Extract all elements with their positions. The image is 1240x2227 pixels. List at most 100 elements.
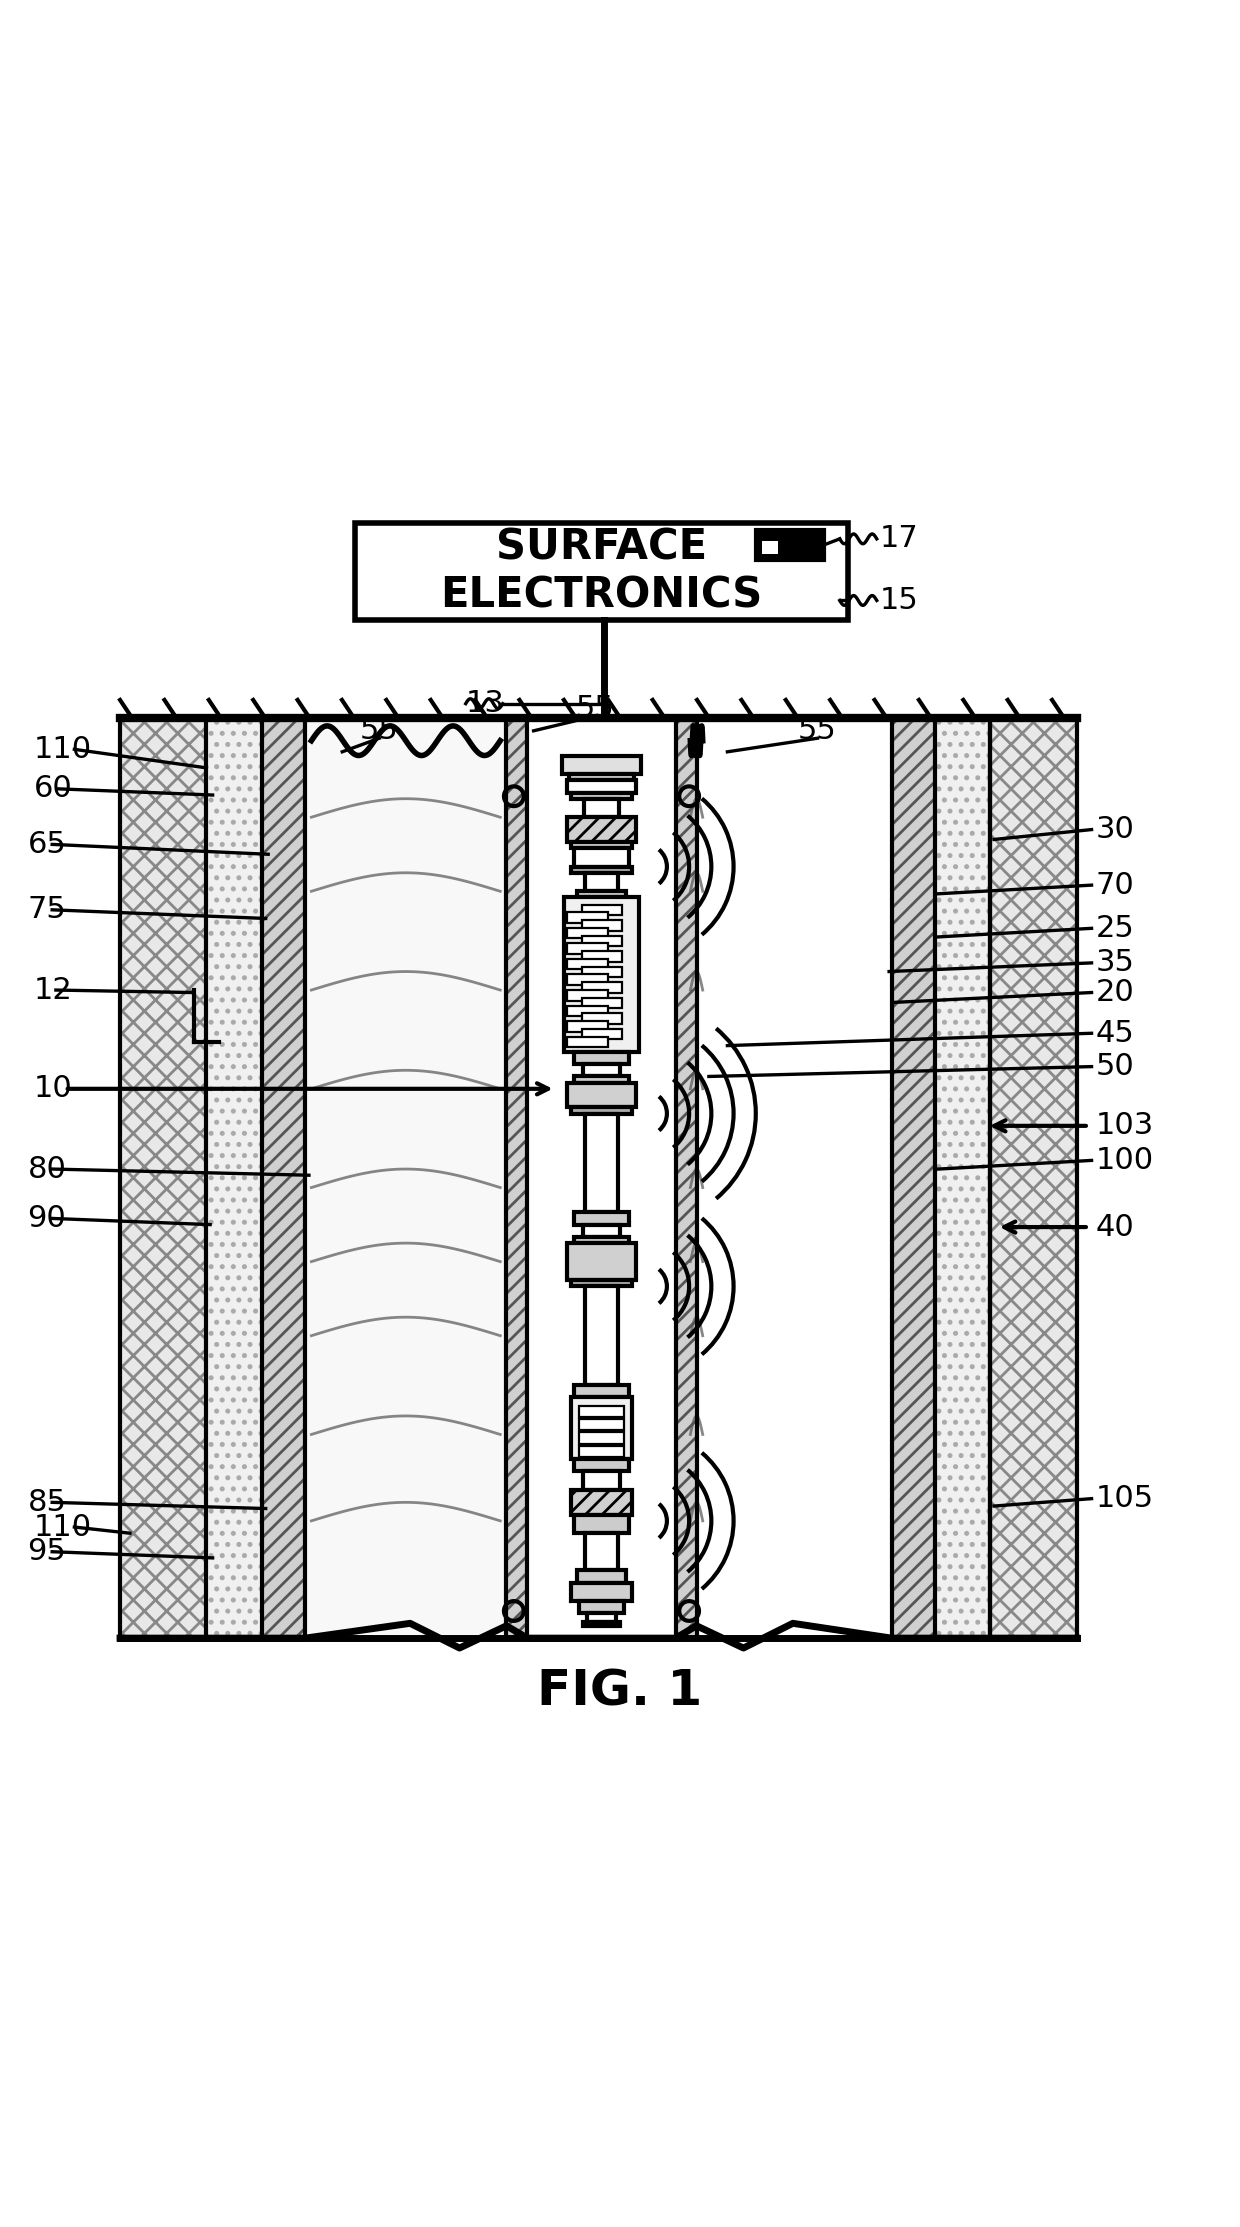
Text: 90: 90 (27, 1205, 66, 1234)
Bar (579, 1419, 624, 1430)
Bar (567, 779, 636, 793)
Bar (567, 944, 608, 953)
Bar (567, 960, 608, 969)
Text: 55: 55 (575, 695, 615, 724)
Bar (574, 1514, 629, 1532)
Bar (570, 1281, 632, 1287)
Bar (567, 1082, 636, 1107)
Bar (579, 1405, 624, 1416)
Text: 65: 65 (27, 831, 66, 860)
Bar (567, 1007, 608, 1016)
Bar (570, 1396, 632, 1459)
Text: 70: 70 (1095, 871, 1135, 900)
Bar (761, 541, 777, 555)
Bar (570, 866, 632, 873)
Text: 15: 15 (879, 586, 918, 615)
Bar (583, 1621, 620, 1626)
Bar (582, 904, 622, 915)
Text: 35: 35 (1095, 949, 1135, 978)
Text: 75: 75 (27, 895, 66, 924)
Bar (305, 719, 506, 1639)
Bar (579, 1432, 624, 1443)
Text: 13: 13 (466, 688, 505, 717)
Text: 85: 85 (27, 1488, 67, 1517)
Bar (506, 719, 527, 1639)
Bar (567, 913, 608, 922)
Bar (570, 1583, 632, 1601)
Bar (574, 1051, 629, 1065)
Bar (587, 1612, 616, 1621)
Bar (570, 1107, 632, 1114)
Bar (567, 1243, 636, 1281)
Text: 10: 10 (33, 1073, 72, 1102)
Bar (567, 975, 608, 984)
Bar (574, 848, 629, 866)
Bar (207, 719, 262, 1639)
Bar (582, 935, 622, 946)
Bar (574, 1236, 629, 1243)
Bar (355, 523, 848, 619)
Bar (577, 1570, 626, 1583)
Bar (585, 1114, 618, 1211)
Bar (570, 1490, 632, 1514)
Text: 95: 95 (27, 1537, 66, 1566)
Bar (935, 719, 991, 1639)
Bar (582, 920, 622, 931)
Bar (582, 1013, 622, 1024)
Bar (262, 719, 305, 1639)
Bar (582, 951, 622, 962)
Bar (585, 873, 618, 891)
Text: SURFACE
ELECTRONICS: SURFACE ELECTRONICS (440, 526, 763, 617)
Text: 40: 40 (1095, 1211, 1135, 1243)
Bar (991, 719, 1076, 1639)
Bar (569, 775, 634, 779)
Text: 17: 17 (879, 523, 918, 552)
Bar (574, 1211, 629, 1225)
Bar (574, 1385, 629, 1396)
Text: 110: 110 (33, 1512, 92, 1541)
Bar (583, 1472, 620, 1490)
Bar (676, 719, 697, 1639)
Bar (756, 530, 823, 561)
Bar (567, 817, 636, 842)
Text: 60: 60 (33, 775, 72, 804)
Bar (582, 982, 622, 993)
Text: 80: 80 (27, 1154, 67, 1183)
Text: 30: 30 (1095, 815, 1135, 844)
Text: FIG. 1: FIG. 1 (537, 1668, 703, 1715)
Bar (570, 793, 632, 799)
Text: 55: 55 (799, 717, 837, 746)
Bar (574, 1076, 629, 1082)
Text: 110: 110 (33, 735, 92, 764)
Bar (584, 799, 619, 817)
Bar (583, 1065, 620, 1076)
Bar (567, 1036, 608, 1047)
Bar (582, 967, 622, 978)
Bar (577, 891, 626, 897)
Bar (567, 991, 608, 1000)
Text: 45: 45 (1095, 1018, 1135, 1047)
Text: 103: 103 (1095, 1111, 1153, 1140)
Text: 100: 100 (1095, 1147, 1153, 1176)
Bar (582, 998, 622, 1009)
Bar (567, 929, 608, 938)
Bar (579, 1601, 624, 1612)
Bar (585, 1532, 618, 1570)
Text: 25: 25 (1095, 913, 1135, 942)
Bar (562, 755, 641, 775)
Text: 12: 12 (33, 975, 72, 1004)
Bar (570, 842, 632, 848)
Bar (527, 719, 676, 1639)
Bar (564, 897, 639, 1051)
Text: 55: 55 (360, 717, 398, 746)
Bar (583, 1225, 620, 1236)
Bar (585, 1287, 618, 1385)
Text: 50: 50 (1095, 1051, 1135, 1080)
Bar (579, 1445, 624, 1456)
Bar (892, 719, 935, 1639)
Bar (574, 1459, 629, 1472)
Text: 20: 20 (1095, 978, 1135, 1007)
Bar (582, 1029, 622, 1040)
Bar (120, 719, 207, 1639)
Text: 105: 105 (1095, 1483, 1153, 1512)
